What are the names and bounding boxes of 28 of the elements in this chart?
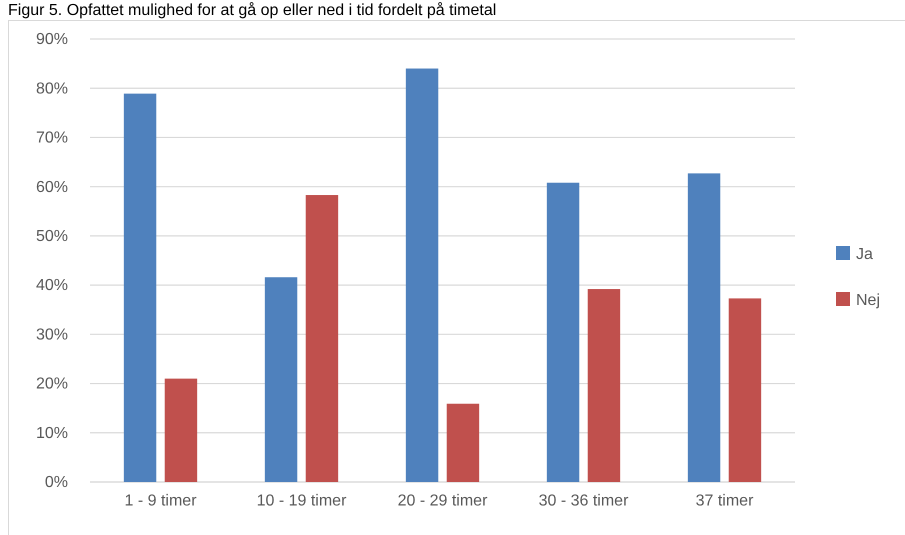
- y-tick-label: 60%: [36, 178, 68, 196]
- y-tick-label: 0%: [44, 474, 68, 492]
- chart-title: Figur 5. Opfattet mulighed for at gå op eller ned i tid fordelt på timetal: [8, 2, 496, 19]
- bar: [546, 182, 580, 482]
- x-tick-label: 1 - 9 timer: [124, 492, 198, 510]
- bar: [264, 277, 298, 482]
- y-tick-label: 40%: [36, 277, 68, 294]
- bar: [588, 289, 620, 482]
- x-tick-label: 37 timer: [696, 492, 754, 510]
- y-tick-label: 70%: [36, 130, 68, 147]
- y-tick-label: 20%: [36, 376, 68, 393]
- y-tick-label: 10%: [36, 424, 68, 442]
- y-tick-label: 30%: [36, 326, 68, 344]
- legend-label: Nej: [856, 292, 880, 309]
- bar: [124, 94, 156, 482]
- bar: [446, 404, 480, 482]
- bar: [306, 195, 338, 482]
- y-tick-label: 80%: [36, 80, 68, 98]
- x-tick-label: 10 - 19 timer: [256, 492, 348, 510]
- bar: [406, 68, 438, 482]
- x-tick-label: 20 - 29 timer: [398, 492, 488, 510]
- bar: [728, 298, 762, 482]
- y-tick-label: 90%: [36, 31, 68, 48]
- legend-label: Ja: [856, 246, 873, 263]
- y-tick-label: 50%: [36, 228, 68, 246]
- bar: [164, 378, 198, 482]
- x-tick-label: 30 - 36 timer: [538, 492, 630, 510]
- bar: [688, 173, 720, 482]
